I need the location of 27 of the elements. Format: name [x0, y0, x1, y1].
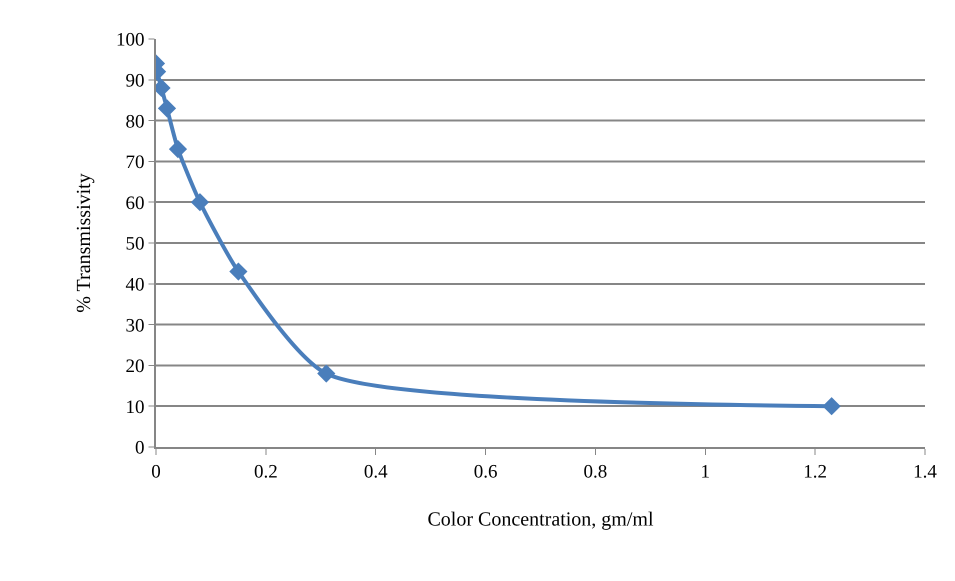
- point: [317, 364, 336, 383]
- y-tick-label: 90: [125, 70, 144, 92]
- y-tick-label: 30: [125, 315, 144, 336]
- point: [229, 262, 248, 281]
- x-tick-label: 0.4: [364, 462, 388, 483]
- y-tick-label: 40: [125, 274, 144, 296]
- y-tick-label: 50: [125, 234, 144, 255]
- x-tick-label: 1.2: [803, 462, 828, 483]
- y-tick-label: 20: [125, 356, 144, 378]
- x-tick-label: 0.8: [584, 462, 608, 483]
- x-tick-label: 0: [151, 462, 161, 483]
- y-tick-label: 100: [116, 30, 144, 51]
- y-tick-label: 70: [125, 152, 144, 174]
- x-tick-label: 1: [700, 462, 710, 483]
- x-axis-title: Color Concentration, gm/ml: [427, 508, 654, 531]
- y-tick-label: 10: [125, 396, 144, 418]
- point: [158, 99, 176, 118]
- y-axis-title: % Transmissivity: [72, 173, 95, 313]
- point: [190, 193, 210, 212]
- point: [822, 397, 841, 416]
- y-tick-label: 60: [125, 192, 144, 214]
- point: [168, 140, 188, 158]
- x-tick-label: 0.6: [474, 462, 498, 483]
- x-tick-label: 0.2: [254, 462, 278, 483]
- y-tick-label: 0: [134, 438, 144, 459]
- x-tick-label: 1.4: [913, 462, 938, 483]
- y-tick-label: 80: [125, 111, 144, 132]
